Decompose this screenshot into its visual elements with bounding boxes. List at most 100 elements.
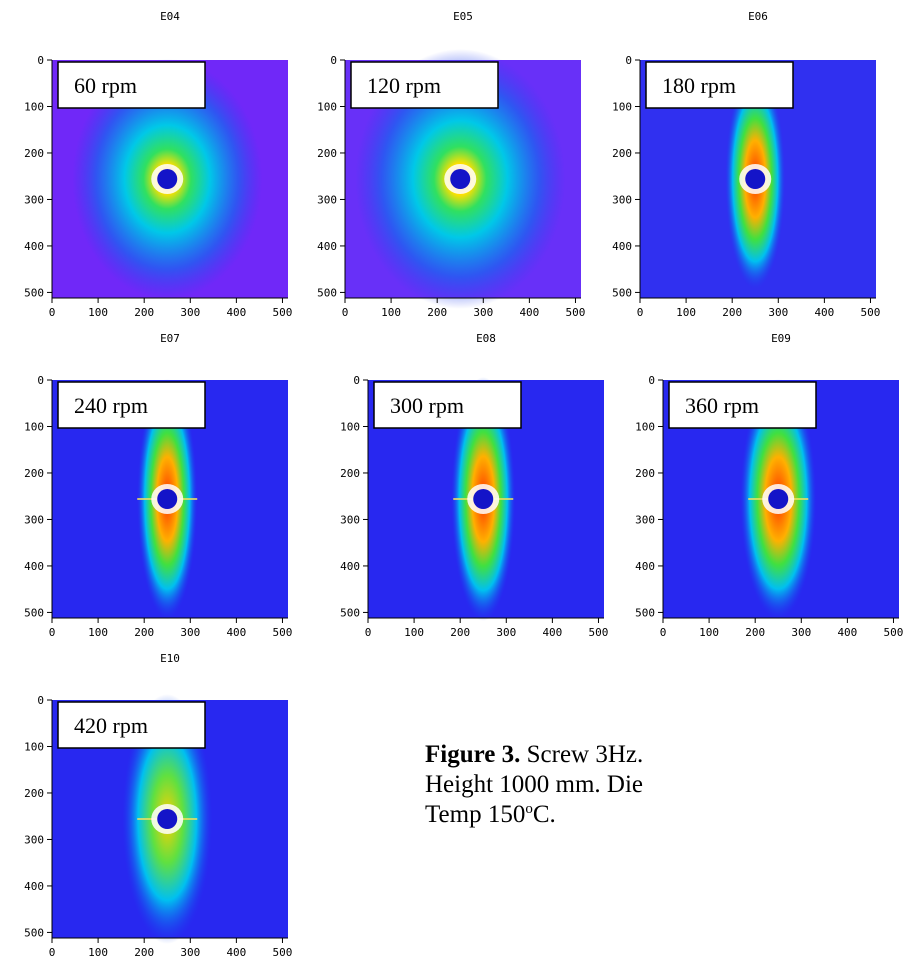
panel: E07 0 100 200 300 400 500 0 100 200 300 400 500 240 r…: [24, 332, 292, 639]
x-tick-label: 100: [404, 626, 424, 639]
y-tick-label: 500: [612, 286, 632, 299]
y-tick-label: 200: [24, 787, 44, 800]
x-tick-label: 0: [49, 946, 56, 959]
x-tick-label: 200: [134, 946, 154, 959]
y-tick-label: 0: [37, 694, 44, 707]
x-tick-label: 400: [837, 626, 857, 639]
x-tick-label: 0: [660, 626, 667, 639]
label-box: [57, 61, 206, 109]
y-tick-label: 200: [317, 147, 337, 160]
panel: E05 0 100 200 300 400 500 0 100 200 300 400 500 120 r…: [317, 10, 585, 319]
x-tick-label: 300: [473, 306, 493, 319]
y-tick-label: 0: [648, 374, 655, 387]
y-tick-label: 300: [635, 513, 655, 526]
label-box: [645, 61, 794, 109]
y-tick-label: 400: [24, 560, 44, 573]
x-tick-label: 200: [134, 626, 154, 639]
x-tick-label: 0: [49, 626, 56, 639]
panel-label: 420 rpm: [74, 713, 148, 738]
y-tick-label: 200: [24, 467, 44, 480]
y-tick-label: 300: [24, 193, 44, 206]
y-tick-label: 400: [635, 560, 655, 573]
y-tick-label: 100: [317, 100, 337, 113]
y-tick-label: 500: [317, 286, 337, 299]
beamstop: [473, 489, 494, 509]
y-tick-label: 300: [317, 193, 337, 206]
panel-label: 120 rpm: [367, 73, 441, 98]
panel-title: E07: [160, 332, 180, 345]
x-tick-label: 0: [49, 306, 56, 319]
x-tick-label: 200: [450, 626, 470, 639]
beamstop: [768, 489, 789, 509]
y-tick-label: 100: [612, 100, 632, 113]
x-tick-label: 500: [589, 626, 609, 639]
panel-title: E06: [748, 10, 768, 23]
panel-title: E04: [160, 10, 180, 23]
label-box: [350, 61, 499, 109]
y-tick-label: 500: [24, 926, 44, 939]
beamstop: [745, 169, 766, 189]
y-tick-label: 100: [24, 420, 44, 433]
label-box: [668, 381, 817, 429]
panel-title: E09: [771, 332, 791, 345]
caption-label: Figure 3.: [425, 741, 520, 768]
x-tick-label: 500: [566, 306, 586, 319]
panel-title: E05: [453, 10, 473, 23]
x-tick-label: 0: [637, 306, 644, 319]
beamstop: [157, 169, 178, 189]
panel-label: 180 rpm: [662, 73, 736, 98]
caption-text: Screw 3Hz.: [527, 741, 644, 768]
caption-sup: o: [525, 801, 533, 817]
x-tick-label: 100: [699, 626, 719, 639]
x-tick-label: 100: [88, 626, 108, 639]
y-tick-label: 500: [24, 606, 44, 619]
x-tick-label: 500: [861, 306, 881, 319]
panel: E10 0 100 200 300 400 500 0 100 200 300 400 500 420 r…: [24, 652, 292, 959]
x-tick-label: 300: [180, 306, 200, 319]
label-box: [57, 381, 206, 429]
panel: E06 0 100 200 300 400 500 0 100 200 300 400 500 180 r…: [612, 10, 880, 319]
caption-line: Temp 150oC.: [425, 801, 556, 828]
panel-label: 240 rpm: [74, 393, 148, 418]
x-tick-label: 300: [180, 626, 200, 639]
x-tick-label: 500: [273, 626, 293, 639]
x-tick-label: 200: [427, 306, 447, 319]
x-tick-label: 200: [134, 306, 154, 319]
y-tick-label: 500: [24, 286, 44, 299]
y-tick-label: 0: [330, 54, 337, 67]
y-tick-label: 0: [37, 374, 44, 387]
y-tick-label: 500: [340, 606, 360, 619]
y-tick-label: 300: [24, 833, 44, 846]
y-tick-label: 100: [24, 100, 44, 113]
y-tick-label: 0: [37, 54, 44, 67]
x-tick-label: 0: [342, 306, 349, 319]
caption-text: Temp 150: [425, 801, 525, 828]
caption-text: C.: [533, 801, 556, 828]
panel-title: E08: [476, 332, 496, 345]
panel: E04 0 100 200 300 400 500 0 100 200 300 400 500 60 rp…: [24, 10, 292, 319]
x-tick-label: 400: [814, 306, 834, 319]
label-box: [373, 381, 522, 429]
y-tick-label: 400: [24, 880, 44, 893]
y-tick-label: 400: [24, 240, 44, 253]
y-tick-label: 200: [24, 147, 44, 160]
x-tick-label: 300: [768, 306, 788, 319]
x-tick-label: 500: [273, 306, 293, 319]
y-tick-label: 100: [24, 740, 44, 753]
x-tick-label: 0: [365, 626, 372, 639]
panel-title: E10: [160, 652, 180, 665]
caption-line: Height 1000 mm. Die: [425, 771, 643, 798]
y-tick-label: 100: [340, 420, 360, 433]
x-tick-label: 300: [180, 946, 200, 959]
y-tick-label: 200: [340, 467, 360, 480]
y-tick-label: 300: [340, 513, 360, 526]
panel-label: 360 rpm: [685, 393, 759, 418]
panel-label: 60 rpm: [74, 73, 137, 98]
y-tick-label: 200: [635, 467, 655, 480]
y-tick-label: 500: [635, 606, 655, 619]
y-tick-label: 400: [317, 240, 337, 253]
x-tick-label: 400: [226, 306, 246, 319]
x-tick-label: 200: [722, 306, 742, 319]
x-tick-label: 200: [745, 626, 765, 639]
